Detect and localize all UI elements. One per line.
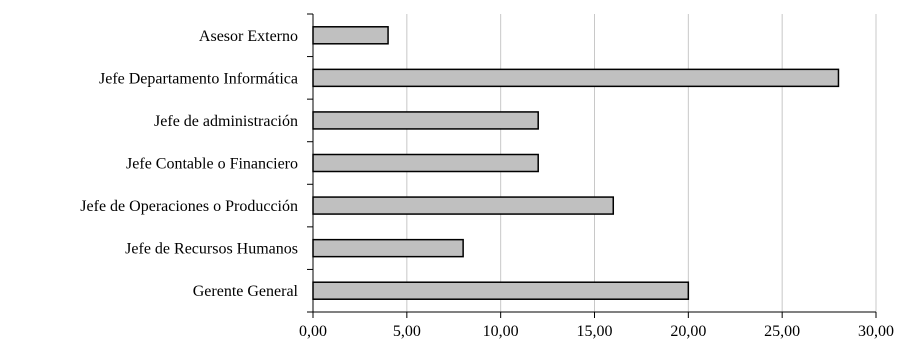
- bar-4: [312, 196, 615, 215]
- x-tick-label-0: 0,00: [299, 323, 327, 340]
- category-label-6: Gerente General: [193, 283, 299, 300]
- category-label-4: Jefe de Operaciones o Producción: [80, 198, 298, 215]
- axes: [307, 13, 877, 318]
- x-tick-labels: 0,00 5,00 10,00 15,00 20,00 25,00 30,00: [299, 323, 894, 340]
- x-tick-label-5: 25,00: [764, 323, 800, 340]
- category-labels: Asesor Externo Jefe Departamento Informát…: [80, 28, 298, 300]
- category-label-0: Asesor Externo: [199, 28, 298, 45]
- category-label-1: Jefe Departamento Informática: [99, 70, 298, 87]
- category-label-3: Jefe Contable o Financiero: [126, 156, 298, 173]
- bar-6: [312, 281, 690, 300]
- bar-0: [312, 26, 389, 45]
- x-tick-label-6: 30,00: [858, 323, 894, 340]
- bar-2: [312, 111, 539, 130]
- x-tick-label-4: 20,00: [670, 323, 706, 340]
- category-label-5: Jefe de Recursos Humanos: [125, 241, 298, 258]
- bar-1: [312, 68, 840, 88]
- gridlines: [406, 14, 877, 312]
- x-tick-label-3: 15,00: [577, 323, 613, 340]
- category-label-2: Jefe de administración: [154, 113, 298, 130]
- bar-3: [312, 153, 539, 173]
- bars: [312, 26, 840, 300]
- bar-5: [312, 238, 464, 258]
- x-tick-label-1: 5,00: [393, 323, 421, 340]
- x-tick-label-2: 10,00: [483, 323, 519, 340]
